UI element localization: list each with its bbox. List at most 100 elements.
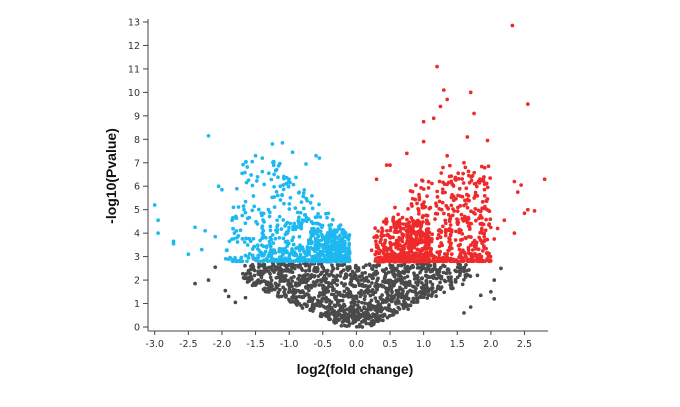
point-up bbox=[484, 199, 489, 203]
point-down bbox=[231, 258, 235, 262]
point-ns bbox=[389, 270, 394, 274]
point-ns bbox=[422, 289, 427, 293]
point-ns bbox=[492, 297, 497, 301]
point-ns bbox=[330, 285, 335, 289]
point-ns bbox=[279, 262, 284, 267]
point-up bbox=[463, 165, 468, 170]
point-ns bbox=[394, 310, 398, 315]
point-ns bbox=[296, 265, 301, 269]
point-ns bbox=[293, 288, 298, 293]
point-down bbox=[256, 207, 261, 212]
point-up bbox=[373, 252, 378, 257]
point-up bbox=[431, 116, 436, 121]
point-up bbox=[423, 205, 428, 209]
point-up bbox=[480, 206, 484, 211]
point-ns bbox=[344, 314, 349, 319]
axes-layer bbox=[147, 19, 548, 332]
point-down bbox=[290, 150, 295, 155]
point-ns bbox=[387, 304, 391, 308]
point-up bbox=[418, 248, 422, 253]
point-down bbox=[294, 224, 298, 229]
point-ns bbox=[402, 276, 407, 280]
point-up bbox=[404, 251, 408, 255]
point-up bbox=[419, 230, 424, 234]
point-ns bbox=[330, 269, 334, 274]
point-ns bbox=[374, 299, 379, 304]
point-ns bbox=[402, 271, 407, 275]
point-ns bbox=[307, 288, 311, 293]
point-up bbox=[460, 259, 464, 263]
y-tick-label: 2 bbox=[134, 276, 140, 287]
point-ns bbox=[353, 273, 358, 278]
point-ns bbox=[405, 268, 410, 273]
point-down bbox=[235, 186, 239, 191]
point-down bbox=[248, 239, 253, 244]
point-down bbox=[262, 182, 266, 187]
point-up bbox=[466, 248, 471, 252]
point-up bbox=[426, 238, 430, 242]
point-ns bbox=[367, 273, 372, 277]
point-ns bbox=[333, 295, 337, 300]
points-layer bbox=[152, 23, 547, 329]
point-up bbox=[480, 200, 485, 204]
point-up bbox=[373, 226, 377, 230]
point-ns bbox=[376, 319, 381, 324]
point-ns bbox=[362, 284, 367, 288]
point-up bbox=[448, 223, 453, 227]
point-ns bbox=[304, 303, 309, 307]
point-ns bbox=[425, 296, 430, 300]
point-up bbox=[474, 243, 478, 248]
point-ns bbox=[377, 315, 381, 320]
point-down bbox=[152, 203, 157, 207]
point-ns bbox=[433, 267, 438, 272]
point-up bbox=[383, 220, 388, 224]
point-ns bbox=[442, 264, 447, 269]
point-down bbox=[266, 171, 271, 176]
point-down bbox=[326, 251, 331, 256]
point-up bbox=[463, 217, 468, 222]
y-tick-label: 11 bbox=[128, 64, 140, 75]
point-up bbox=[525, 102, 530, 106]
point-up bbox=[477, 216, 481, 221]
point-ns bbox=[286, 278, 291, 283]
point-up bbox=[437, 259, 441, 263]
point-ns bbox=[320, 264, 325, 269]
point-ns bbox=[362, 314, 367, 319]
point-ns bbox=[245, 276, 250, 281]
point-up bbox=[408, 234, 413, 239]
point-down bbox=[300, 247, 305, 251]
point-ns bbox=[306, 293, 311, 298]
point-up bbox=[389, 225, 393, 230]
point-down bbox=[242, 240, 247, 244]
point-ns bbox=[333, 304, 338, 309]
point-down bbox=[317, 222, 322, 227]
point-ns bbox=[432, 262, 437, 266]
point-up bbox=[510, 23, 515, 28]
point-up bbox=[437, 199, 442, 204]
point-up bbox=[468, 243, 473, 247]
y-tick-label: 9 bbox=[134, 111, 140, 122]
point-ns bbox=[447, 271, 452, 275]
point-ns bbox=[419, 276, 424, 281]
point-up bbox=[446, 180, 451, 185]
point-up bbox=[441, 88, 446, 92]
point-ns bbox=[492, 278, 497, 282]
point-down bbox=[278, 198, 283, 202]
point-up bbox=[374, 177, 379, 182]
point-down bbox=[251, 255, 255, 260]
point-down bbox=[228, 255, 232, 260]
point-ns bbox=[360, 300, 364, 305]
point-ns bbox=[389, 308, 394, 313]
point-down bbox=[286, 241, 291, 246]
point-down bbox=[342, 231, 347, 235]
point-ns bbox=[318, 303, 323, 308]
point-ns bbox=[341, 307, 346, 312]
point-up bbox=[391, 256, 395, 261]
point-up bbox=[456, 243, 461, 248]
point-down bbox=[234, 216, 239, 220]
point-up bbox=[408, 243, 412, 247]
point-ns bbox=[368, 301, 372, 305]
point-ns bbox=[364, 321, 369, 326]
point-ns bbox=[418, 294, 423, 299]
point-ns bbox=[353, 313, 357, 318]
